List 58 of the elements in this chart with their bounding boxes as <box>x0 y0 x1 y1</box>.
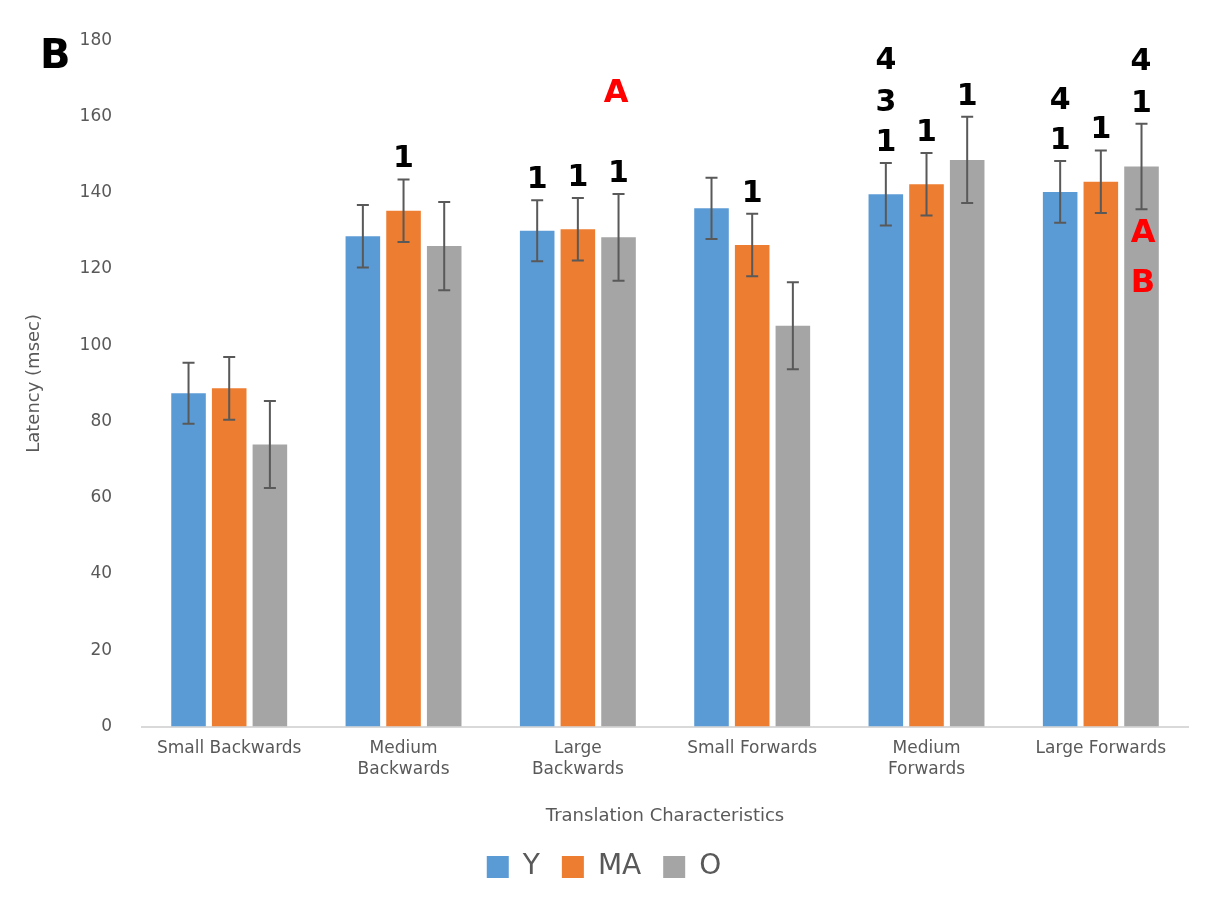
text: B <box>40 31 71 78</box>
annotation: 1 <box>956 76 978 112</box>
x-tick-label: Medium Forwards <box>887 737 966 778</box>
x-tick-label: Medium Backwards <box>357 737 450 778</box>
y-tick-label: 180 <box>79 28 113 49</box>
annotation: 1 <box>1049 121 1071 157</box>
x-tick-label: Large Forwards <box>1035 737 1167 758</box>
annotation: 4 <box>1049 81 1071 117</box>
legend-label: MA <box>597 848 642 882</box>
bar <box>694 208 729 727</box>
bar <box>211 388 247 727</box>
y-tick-label: 140 <box>79 181 113 202</box>
y-tick-label: 80 <box>90 409 113 430</box>
annotation: 1 <box>1131 83 1152 119</box>
x-tick-label: Small Forwards <box>687 737 818 758</box>
bar <box>909 184 944 727</box>
annotation: A <box>1130 212 1156 251</box>
bar <box>426 246 462 727</box>
annotation: 1 <box>393 139 414 175</box>
y-tick-label: 20 <box>90 638 113 659</box>
bar <box>1042 191 1078 727</box>
y-tick-label: 60 <box>90 486 113 507</box>
x-tick-label: Small Backwards <box>156 737 302 758</box>
bar <box>386 210 421 727</box>
annotation: 3 <box>875 82 897 118</box>
y-tick-label: 40 <box>90 562 113 583</box>
legend-label: O <box>699 848 722 882</box>
bar <box>345 236 381 727</box>
annotation: A <box>603 72 629 111</box>
bar <box>252 444 288 727</box>
bar <box>171 393 206 727</box>
annotation: 1 <box>916 113 937 149</box>
y-axis-title: Latency (msec) <box>22 314 44 453</box>
bar <box>519 230 555 727</box>
bar <box>601 237 636 727</box>
annotation: B <box>1130 262 1156 301</box>
bar <box>775 325 811 727</box>
bar <box>560 229 596 727</box>
annotation: 1 <box>608 153 629 189</box>
annotation: 1 <box>526 160 548 196</box>
annotation: 1 <box>741 173 763 209</box>
y-tick-label: 120 <box>79 257 113 278</box>
y-tick-label: 100 <box>79 333 113 354</box>
y-tick-label: 0 <box>101 715 113 736</box>
bar <box>1124 166 1159 727</box>
x-axis-title: Translation Characteristics <box>544 803 785 825</box>
x-tick-label: Large Backwards <box>531 737 624 778</box>
annotation: 1 <box>1090 110 1112 146</box>
annotation: 4 <box>875 40 897 76</box>
legend-label: Y <box>521 848 541 882</box>
bar <box>868 194 904 727</box>
y-tick-label: 160 <box>79 104 113 125</box>
annotation: 4 <box>1130 41 1152 77</box>
bar <box>949 159 985 727</box>
bar <box>734 244 770 727</box>
bar <box>1083 181 1119 727</box>
annotation: 1 <box>875 122 897 158</box>
annotation: 1 <box>567 158 589 194</box>
